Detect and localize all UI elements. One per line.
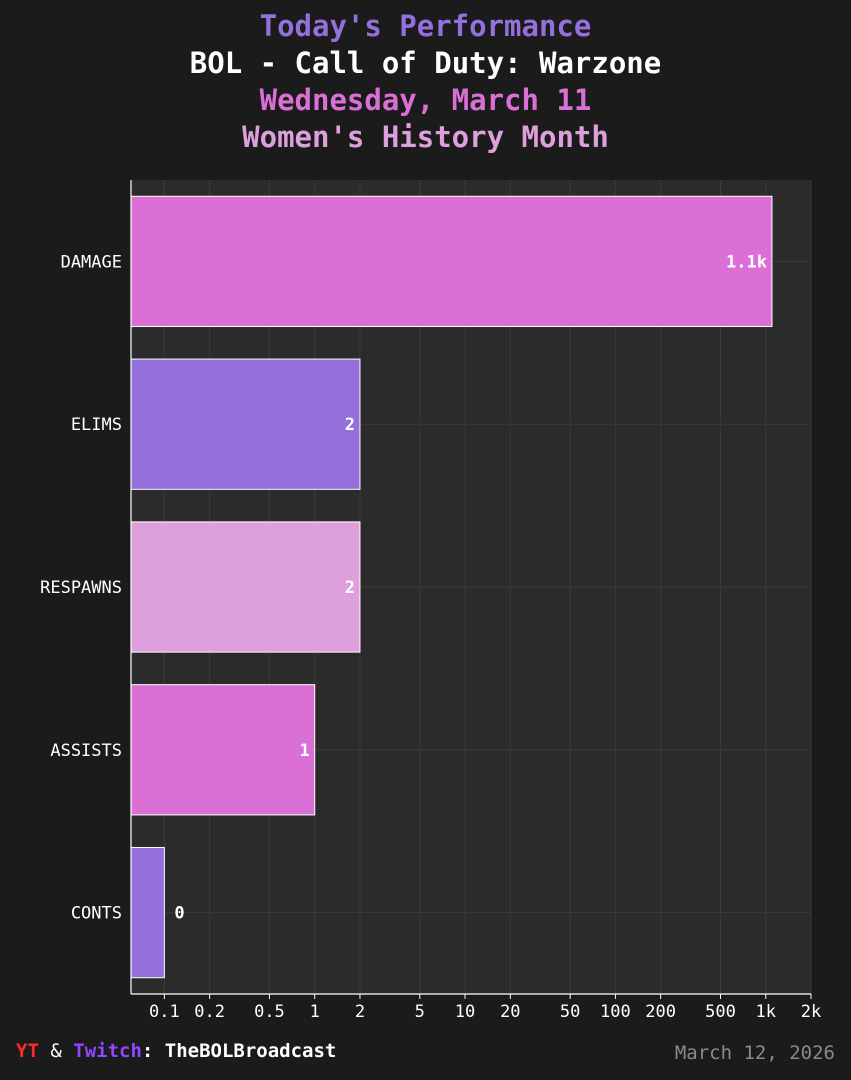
- data-label-damage: 1.1k: [726, 252, 767, 272]
- bar-damage: [130, 195, 773, 328]
- x-tick-label-1: 0.2: [194, 1002, 225, 1022]
- x-tick-label-7: 20: [500, 1002, 520, 1022]
- footer-credits: YT & Twitch: TheBOLBroadcast: [16, 1040, 336, 1062]
- x-tick-label-10: 200: [645, 1002, 676, 1022]
- chart-subtitle-theme: Women's History Month: [242, 120, 609, 154]
- chart-title: Today's Performance: [259, 9, 592, 43]
- x-tick-label-5: 5: [415, 1002, 425, 1022]
- chart-subtitle-game: BOL - Call of Duty: Warzone: [189, 46, 662, 80]
- bar-elims: [130, 358, 361, 490]
- data-label-respawns: 2: [345, 578, 355, 598]
- bar-assists: [130, 684, 316, 816]
- x-tick-label-3: 1: [310, 1002, 320, 1022]
- youtube-label: YT: [16, 1040, 39, 1062]
- category-label-elims: ELIMS: [71, 415, 122, 435]
- category-label-respawns: RESPAWNS: [40, 578, 122, 598]
- category-label-damage: DAMAGE: [61, 252, 122, 272]
- x-tick-label-0: 0.1: [149, 1002, 180, 1022]
- bar-chart: 1.1k DAMAGE 2 ELIMS 2 RESPAWNS 1 ASSISTS 0 CONTS 0…: [40, 180, 821, 1022]
- category-label-assists: ASSISTS: [50, 741, 122, 761]
- x-tick-label-8: 50: [560, 1002, 580, 1022]
- channel-handle: : TheBOLBroadcast: [141, 1040, 337, 1062]
- footer-date: March 12, 2026: [674, 1042, 835, 1064]
- category-label-conts: CONTS: [71, 904, 122, 924]
- x-tick-label-11: 500: [705, 1002, 736, 1022]
- data-label-elims: 2: [345, 415, 355, 435]
- chart-subtitle-date: Wednesday, March 11: [259, 83, 592, 117]
- x-tick-label-12: 1k: [755, 1002, 775, 1022]
- x-tick-label-13: 2k: [801, 1002, 821, 1022]
- chart-titles: Today's Performance BOL - Call of Duty: …: [0, 8, 851, 156]
- data-label-conts: 0: [174, 904, 184, 924]
- x-tick-label-2: 0.5: [254, 1002, 285, 1022]
- bar-respawns: [130, 521, 361, 653]
- x-tick-label-4: 2: [355, 1002, 365, 1022]
- data-label-assists: 1: [299, 741, 309, 761]
- ampersand: &: [50, 1040, 62, 1062]
- bar-conts: [130, 846, 165, 979]
- x-tick-label-9: 100: [600, 1002, 631, 1022]
- x-tick-label-6: 10: [455, 1002, 475, 1022]
- twitch-label: Twitch: [73, 1040, 142, 1062]
